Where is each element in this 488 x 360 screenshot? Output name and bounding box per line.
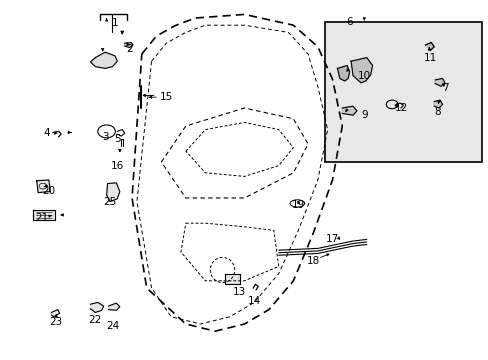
Text: 12: 12 [393,103,407,113]
Text: 21: 21 [35,213,48,223]
Text: 14: 14 [247,296,261,306]
Polygon shape [434,78,444,86]
Text: 5: 5 [114,134,121,144]
Text: 19: 19 [291,200,305,210]
Text: 20: 20 [42,186,55,196]
Text: 15: 15 [159,92,173,102]
Polygon shape [124,42,133,48]
Text: 11: 11 [423,53,436,63]
Polygon shape [425,42,433,50]
Polygon shape [433,100,442,108]
Text: 7: 7 [441,83,447,93]
Text: 8: 8 [433,107,440,117]
Text: 3: 3 [102,132,108,142]
Polygon shape [37,180,50,193]
Text: 17: 17 [325,234,339,244]
Bar [325,22,481,162]
Text: 9: 9 [360,110,367,120]
Polygon shape [108,303,120,310]
Polygon shape [106,183,120,202]
Text: 23: 23 [49,317,63,327]
Text: 16: 16 [110,161,124,171]
Text: 24: 24 [105,321,119,331]
Text: 18: 18 [305,256,319,266]
Text: 6: 6 [346,17,352,27]
Polygon shape [90,52,117,68]
Text: 25: 25 [103,197,117,207]
Polygon shape [90,302,103,312]
Polygon shape [337,66,349,81]
Polygon shape [51,310,60,317]
Text: 1: 1 [111,18,118,28]
Polygon shape [224,274,239,284]
Text: 4: 4 [43,128,50,138]
Text: 10: 10 [357,71,370,81]
Polygon shape [33,210,55,220]
Text: 13: 13 [232,287,246,297]
Polygon shape [350,58,372,83]
Polygon shape [342,106,356,115]
Text: 22: 22 [88,315,102,325]
Text: 2: 2 [126,44,133,54]
